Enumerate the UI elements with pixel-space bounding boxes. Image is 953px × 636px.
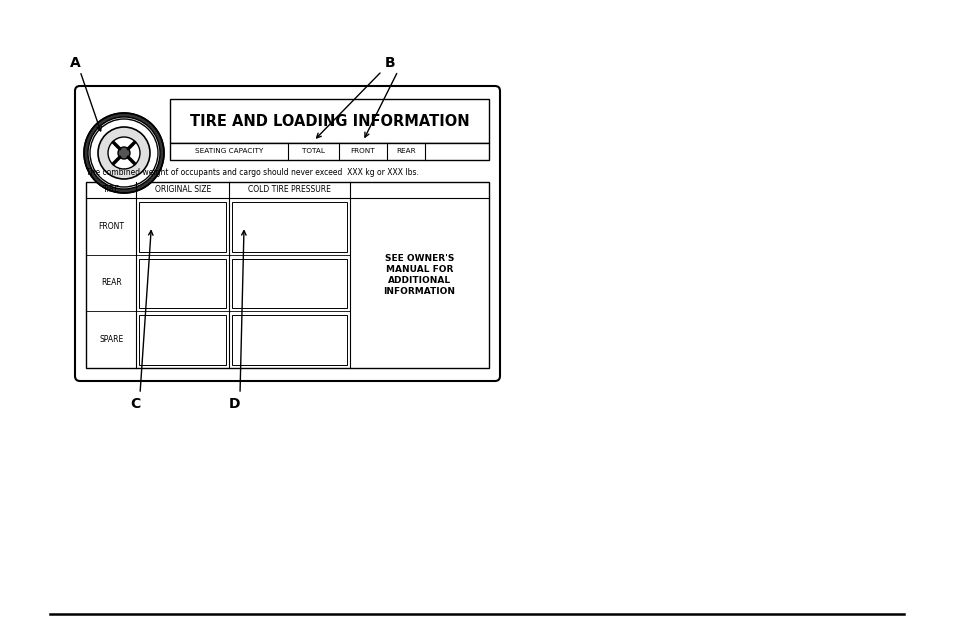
Text: SPARE: SPARE bbox=[99, 335, 123, 344]
Text: REAR: REAR bbox=[101, 279, 121, 287]
Text: C: C bbox=[130, 397, 140, 411]
Circle shape bbox=[96, 125, 152, 181]
Text: ORIGINAL SIZE: ORIGINAL SIZE bbox=[154, 186, 211, 195]
Text: D: D bbox=[229, 397, 240, 411]
Text: COLD TIRE PRESSURE: COLD TIRE PRESSURE bbox=[248, 186, 331, 195]
FancyBboxPatch shape bbox=[170, 99, 489, 143]
Text: B: B bbox=[384, 56, 395, 70]
Text: FRONT: FRONT bbox=[351, 148, 375, 155]
Text: REAR: REAR bbox=[395, 148, 416, 155]
Text: SEATING CAPACITY: SEATING CAPACITY bbox=[194, 148, 263, 155]
Circle shape bbox=[84, 113, 164, 193]
Text: TIRE AND LOADING INFORMATION: TIRE AND LOADING INFORMATION bbox=[190, 113, 469, 128]
Text: TIRE: TIRE bbox=[103, 186, 119, 195]
Circle shape bbox=[108, 137, 140, 169]
Circle shape bbox=[88, 117, 160, 189]
FancyBboxPatch shape bbox=[75, 86, 499, 381]
Circle shape bbox=[90, 119, 158, 187]
Text: INFORMATION: INFORMATION bbox=[383, 287, 455, 296]
FancyBboxPatch shape bbox=[86, 182, 489, 368]
Text: TOTAL: TOTAL bbox=[302, 148, 325, 155]
FancyBboxPatch shape bbox=[139, 315, 226, 365]
Text: A: A bbox=[70, 56, 80, 70]
Text: MANUAL FOR: MANUAL FOR bbox=[385, 265, 453, 274]
Text: FRONT: FRONT bbox=[98, 222, 124, 231]
FancyBboxPatch shape bbox=[139, 202, 226, 252]
Circle shape bbox=[98, 127, 150, 179]
FancyBboxPatch shape bbox=[139, 259, 226, 308]
Text: ADDITIONAL: ADDITIONAL bbox=[388, 276, 451, 285]
FancyBboxPatch shape bbox=[232, 202, 347, 252]
FancyBboxPatch shape bbox=[232, 315, 347, 365]
FancyBboxPatch shape bbox=[170, 143, 489, 160]
Text: The combined weight of occupants and cargo should never exceed  XXX kg or XXX lb: The combined weight of occupants and car… bbox=[86, 169, 418, 177]
Circle shape bbox=[84, 113, 164, 193]
Circle shape bbox=[118, 147, 130, 159]
Text: SEE OWNER'S: SEE OWNER'S bbox=[384, 254, 454, 263]
FancyBboxPatch shape bbox=[232, 259, 347, 308]
